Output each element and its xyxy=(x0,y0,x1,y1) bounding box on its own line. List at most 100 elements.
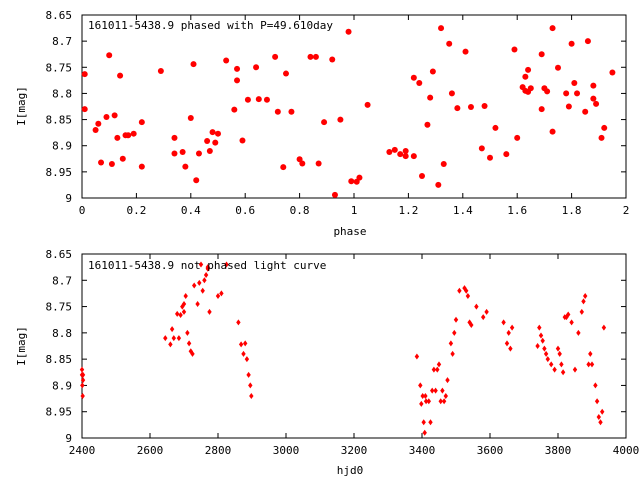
data-point xyxy=(219,290,224,297)
data-point xyxy=(187,115,194,122)
data-point xyxy=(598,419,603,426)
data-point xyxy=(255,96,262,103)
data-point xyxy=(312,53,319,60)
data-point xyxy=(209,129,216,136)
data-point xyxy=(356,174,363,181)
data-point xyxy=(537,324,542,331)
data-point xyxy=(424,121,431,128)
y-axis-label: I[mag] xyxy=(15,326,28,366)
data-point xyxy=(448,340,454,347)
data-point xyxy=(549,361,554,368)
data-point xyxy=(288,108,295,115)
data-point xyxy=(169,326,175,333)
x-tick-label: 2600 xyxy=(137,444,164,457)
data-point xyxy=(215,130,221,137)
x-tick-label: 2800 xyxy=(205,444,232,457)
data-point xyxy=(504,340,510,347)
x-tick-label: 3800 xyxy=(545,444,572,457)
data-point xyxy=(429,68,436,75)
data-point xyxy=(598,134,605,141)
y-tick-label: 8.85 xyxy=(46,353,73,366)
data-point xyxy=(130,130,137,137)
data-point xyxy=(549,128,556,135)
data-point xyxy=(522,73,529,80)
x-tick-label: 3600 xyxy=(477,444,504,457)
data-point xyxy=(176,335,182,342)
data-point xyxy=(589,361,595,368)
data-point xyxy=(108,161,115,168)
data-point xyxy=(452,329,457,336)
x-tick-label: 1.2 xyxy=(398,204,418,217)
data-point xyxy=(574,90,581,97)
y-tick-label: 8.9 xyxy=(52,379,72,392)
axis-ticks: 0 0.2 0.4 0.6 0.8 1 1.2 1.4 1.6 1.8 2 8.65 8.7 8.75 8.… xyxy=(46,9,630,217)
data-points xyxy=(81,25,616,198)
data-point xyxy=(579,308,584,315)
data-point xyxy=(453,316,459,323)
data-point xyxy=(596,413,601,420)
data-point xyxy=(274,108,281,115)
data-point xyxy=(590,95,597,102)
data-point xyxy=(106,52,113,59)
data-point xyxy=(348,178,355,185)
data-point xyxy=(92,127,99,134)
data-point xyxy=(414,353,420,360)
data-point xyxy=(329,56,336,63)
data-point xyxy=(538,332,544,339)
axis-ticks: 2400 2600 2800 3000 3200 3400 3600 3800 4000 8.65… xyxy=(46,248,640,457)
data-point xyxy=(200,287,205,294)
data-point xyxy=(464,287,469,294)
y-tick-label: 8.8 xyxy=(52,87,72,100)
data-point xyxy=(402,153,409,160)
data-point xyxy=(582,108,589,115)
data-point xyxy=(307,53,314,60)
data-point xyxy=(397,151,404,158)
data-point xyxy=(569,319,574,326)
data-point xyxy=(241,350,246,357)
data-point xyxy=(198,261,204,268)
data-point xyxy=(609,69,616,76)
data-point xyxy=(195,300,200,307)
data-point xyxy=(549,25,556,32)
data-point xyxy=(182,163,189,170)
data-point xyxy=(433,387,438,394)
data-point xyxy=(511,46,518,53)
data-point xyxy=(435,366,440,373)
data-point xyxy=(525,66,532,73)
data-point xyxy=(249,392,254,399)
data-point xyxy=(478,145,485,152)
data-point xyxy=(224,261,229,268)
data-point xyxy=(345,28,352,35)
x-tick-label: 2 xyxy=(623,204,630,217)
y-tick-label: 8.95 xyxy=(46,166,73,179)
data-point xyxy=(195,150,202,157)
data-point xyxy=(543,350,549,357)
data-point xyxy=(263,96,270,103)
data-point xyxy=(175,310,180,317)
x-tick-label: 3200 xyxy=(341,444,368,457)
data-point xyxy=(125,132,132,139)
data-point xyxy=(119,155,126,162)
data-point xyxy=(440,161,447,168)
x-tick-label: 0.2 xyxy=(126,204,146,217)
data-point xyxy=(514,134,521,141)
data-point xyxy=(114,134,121,141)
data-point xyxy=(236,319,241,326)
data-point xyxy=(454,105,461,112)
data-point xyxy=(80,377,86,384)
data-point xyxy=(586,361,591,368)
y-tick-label: 8.85 xyxy=(46,114,73,127)
data-point xyxy=(178,311,183,318)
data-point xyxy=(111,112,118,119)
y-tick-label: 8.75 xyxy=(46,61,73,74)
data-point xyxy=(508,345,513,352)
data-point xyxy=(98,159,105,166)
data-point xyxy=(190,350,195,357)
phased-light-curve-panel: 0 0.2 0.4 0.6 0.8 1 1.2 1.4 1.6 1.8 2 8.65 8.7 8.75 8.… xyxy=(15,9,629,238)
data-point xyxy=(386,148,393,155)
data-point xyxy=(506,329,511,336)
data-point xyxy=(321,119,328,126)
data-point xyxy=(446,40,453,47)
x-tick-label: 1.4 xyxy=(453,204,473,217)
data-point xyxy=(419,173,425,180)
